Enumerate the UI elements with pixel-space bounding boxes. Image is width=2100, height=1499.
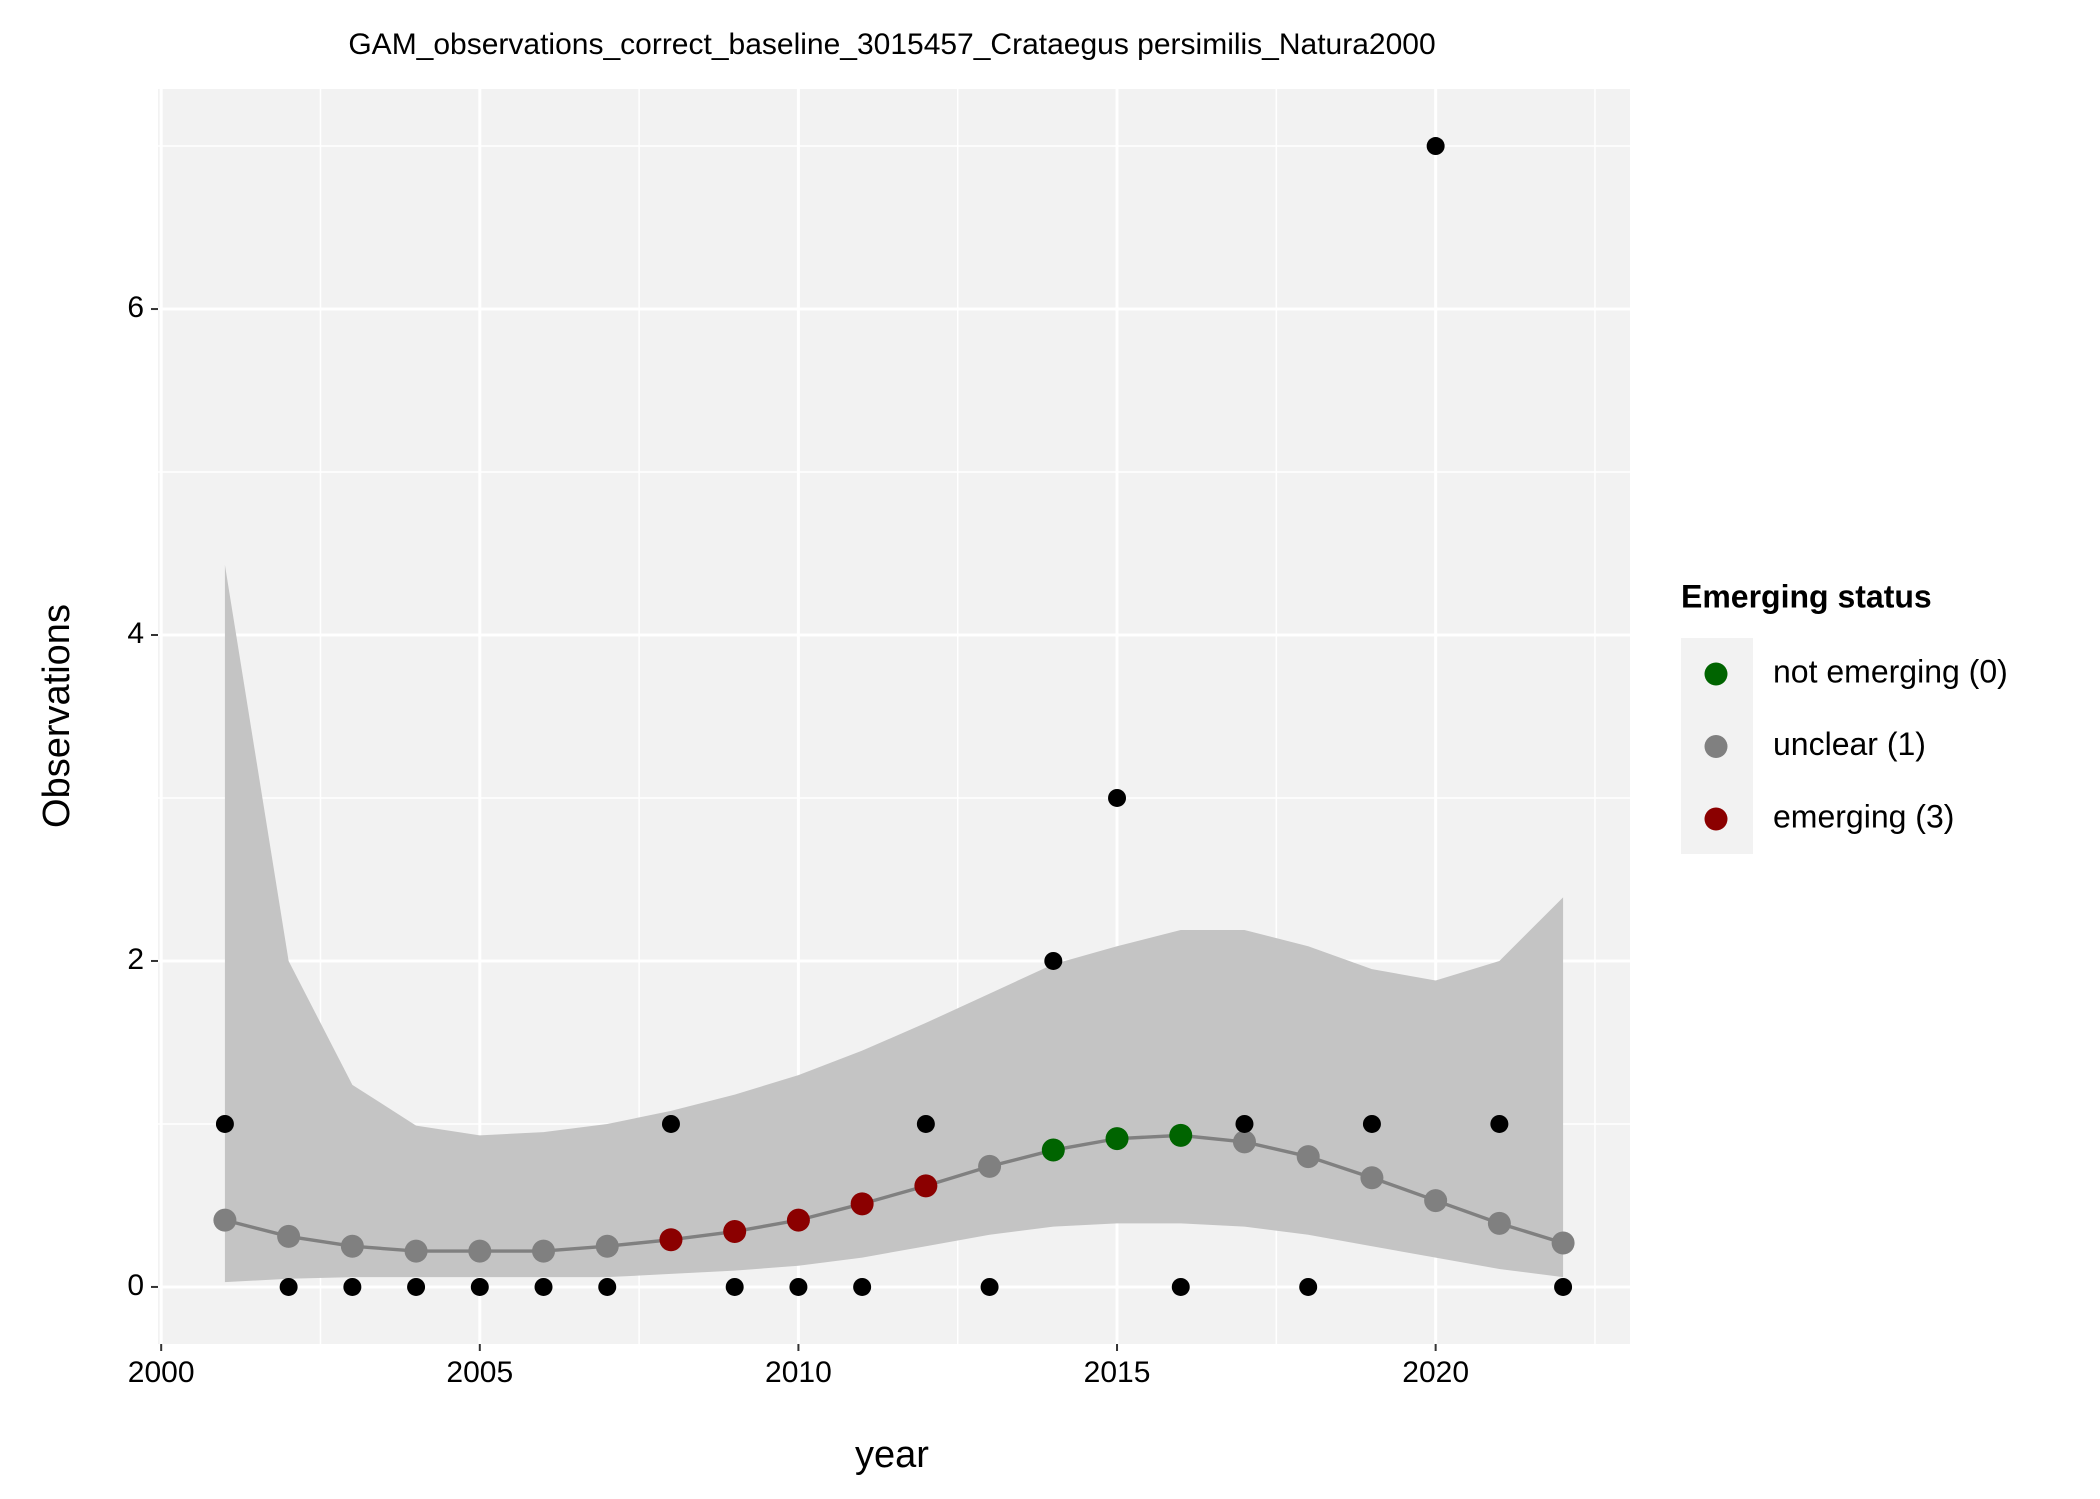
x-tick-label: 2010 [765, 1356, 832, 1389]
fit-point [1041, 1138, 1065, 1162]
fit-point [277, 1224, 301, 1248]
x-tick-label: 2020 [1402, 1356, 1469, 1389]
observation-point [598, 1277, 617, 1296]
observation-point [470, 1277, 489, 1296]
legend-key [1704, 735, 1728, 758]
x-tick-label: 2005 [446, 1356, 513, 1389]
observation-point [1554, 1277, 1573, 1296]
fit-point [404, 1239, 428, 1263]
fit-point [850, 1192, 874, 1216]
observation-point [853, 1277, 872, 1296]
y-axis-title: Observations [36, 604, 78, 828]
observation-point [1108, 788, 1127, 807]
fit-point [723, 1220, 747, 1244]
observation-point [279, 1277, 298, 1296]
observation-point [725, 1277, 744, 1296]
observation-point [1171, 1277, 1190, 1296]
fit-point [1487, 1211, 1511, 1235]
fit-point [1551, 1231, 1575, 1255]
fit-point [468, 1239, 492, 1263]
observation-point [1299, 1277, 1318, 1296]
fit-point [659, 1228, 683, 1252]
observation-point [916, 1114, 935, 1133]
legend-key [1704, 807, 1728, 831]
fit-point [1424, 1189, 1448, 1213]
y-tick-label: 4 [127, 617, 144, 650]
legend-title: Emerging status [1681, 578, 1932, 614]
fit-point [532, 1239, 556, 1263]
fit-point [1232, 1130, 1256, 1154]
x-tick-label: 2015 [1084, 1356, 1151, 1389]
chart-title: GAM_observations_correct_baseline_301545… [348, 28, 1435, 61]
legend-label: not emerging (0) [1773, 653, 2008, 689]
observation-point [1235, 1114, 1254, 1133]
observation-point [789, 1277, 808, 1296]
x-axis-title: year [855, 1434, 929, 1476]
observation-point [1044, 951, 1063, 970]
observation-point [343, 1277, 362, 1296]
fit-point [595, 1234, 619, 1258]
observation-point [661, 1114, 680, 1133]
y-tick-label: 2 [127, 943, 144, 976]
fit-point [1296, 1145, 1320, 1169]
fit-line [224, 1133, 1564, 1253]
x-tick-label: 2000 [128, 1356, 195, 1389]
fit-point [1105, 1127, 1129, 1151]
fit-point [978, 1154, 1002, 1178]
observation-point [1362, 1114, 1381, 1133]
y-tick-label: 0 [127, 1269, 144, 1302]
observation-point [1490, 1114, 1509, 1133]
observation-point [407, 1277, 426, 1296]
legend-label: emerging (3) [1773, 798, 1954, 834]
observation-point [980, 1277, 999, 1296]
fit-point [340, 1234, 364, 1258]
confidence-ribbon [224, 564, 1564, 1283]
fit-point [1169, 1123, 1193, 1147]
observation-point [1426, 137, 1445, 156]
observation-point [215, 1114, 234, 1133]
fit-point [786, 1208, 810, 1232]
fit-point [1360, 1166, 1384, 1190]
legend-key [1704, 662, 1728, 686]
y-tick-label: 6 [127, 291, 144, 324]
plot-layer: 2000 2005 2010 2015 2020 0 2 4 6 [127, 89, 1630, 1389]
fit-point [213, 1208, 237, 1232]
observation-point [534, 1277, 553, 1296]
legend-label: unclear (1) [1773, 726, 1926, 762]
fit-point [914, 1174, 938, 1198]
